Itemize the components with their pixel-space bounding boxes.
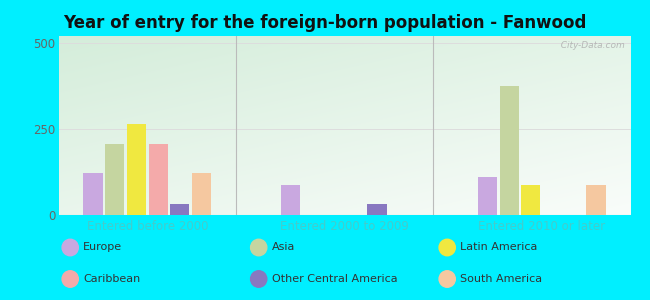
Text: Europe: Europe (83, 242, 122, 253)
Bar (127, 124, 146, 214)
Text: South America: South America (460, 274, 542, 284)
Bar (586, 185, 606, 214)
Text: Caribbean: Caribbean (83, 274, 140, 284)
Text: Year of entry for the foreign-born population - Fanwood: Year of entry for the foreign-born popul… (63, 14, 587, 32)
Bar (149, 144, 168, 214)
Text: City-Data.com: City-Data.com (555, 41, 625, 50)
Text: Asia: Asia (272, 242, 295, 253)
Text: Latin America: Latin America (460, 242, 538, 253)
Bar (478, 177, 497, 214)
Bar (521, 185, 540, 214)
Bar (83, 173, 103, 214)
Bar (281, 185, 300, 214)
Text: Other Central America: Other Central America (272, 274, 397, 284)
Bar (192, 173, 211, 214)
Bar (500, 86, 519, 214)
Bar (170, 204, 189, 214)
Bar (367, 204, 387, 214)
Bar (105, 144, 124, 214)
